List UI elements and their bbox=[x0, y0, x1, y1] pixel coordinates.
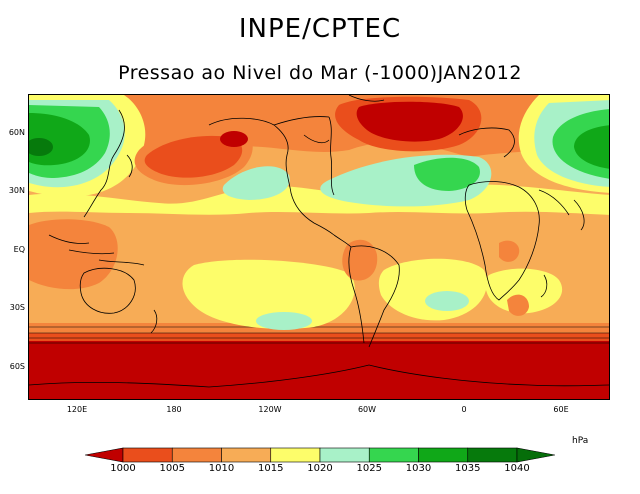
lat-label-60s: 60S bbox=[9, 362, 25, 371]
colorbar-label: 1005 bbox=[159, 463, 185, 474]
africa-low-2 bbox=[507, 294, 529, 316]
lat-label-30s: 30S bbox=[9, 303, 25, 312]
asia-right-1035 bbox=[574, 125, 609, 169]
colorbar-cell bbox=[221, 447, 272, 463]
colorbar-label: 1035 bbox=[455, 463, 481, 474]
lon-label-120w: 120W bbox=[258, 405, 282, 414]
lon-label-60e: 60E bbox=[553, 405, 569, 414]
lon-label-0: 0 bbox=[461, 405, 467, 414]
iceland-core bbox=[356, 101, 463, 142]
africa-low-1 bbox=[499, 240, 520, 262]
colorbar-label: 1020 bbox=[307, 463, 333, 474]
band-below-1000-south bbox=[29, 341, 609, 399]
colorbar-cell bbox=[319, 447, 370, 463]
band-1005-1010-south bbox=[29, 323, 609, 333]
colorbar-label: 1025 bbox=[356, 463, 382, 474]
sp-high-1025 bbox=[256, 312, 312, 330]
colorbar-cell bbox=[368, 447, 419, 463]
pressure-map bbox=[28, 94, 610, 400]
aleutian-1000 bbox=[144, 135, 243, 178]
colorbar-unit: hPa bbox=[572, 436, 589, 446]
siberia-1040 bbox=[29, 138, 53, 156]
colorbar-label: 1010 bbox=[208, 463, 235, 474]
sa-high-1025 bbox=[425, 291, 469, 311]
colorbar-label: 1030 bbox=[405, 463, 432, 474]
lon-label-120e: 120E bbox=[66, 405, 88, 414]
colorbar-cell bbox=[418, 447, 469, 463]
map-subtitle: Pressao ao Nivel do Mar (-1000)JAN2012 bbox=[118, 62, 522, 84]
colorbar-cell bbox=[171, 447, 222, 463]
coastlines bbox=[29, 95, 609, 388]
amazon-low bbox=[342, 239, 378, 281]
colorbar-cell bbox=[270, 447, 321, 463]
colorbar-label: 1015 bbox=[258, 463, 284, 474]
page-title: INPE/CPTEC bbox=[238, 14, 402, 44]
sp-high-1020 bbox=[182, 259, 355, 330]
australia-low-1005 bbox=[29, 219, 118, 290]
band-1000-1005-south bbox=[29, 333, 609, 341]
colorbar-cell-high bbox=[516, 447, 555, 463]
azores-1030 bbox=[414, 157, 480, 191]
io-high-1020 bbox=[484, 268, 563, 314]
southern-contours bbox=[29, 326, 609, 344]
colorbar bbox=[85, 447, 555, 463]
pressure-map-svg bbox=[29, 95, 609, 399]
colorbar-label: 1040 bbox=[504, 463, 530, 474]
colorbar-cell-low bbox=[85, 447, 124, 463]
aleutian-core bbox=[220, 131, 248, 147]
lon-label-60w: 60W bbox=[357, 405, 377, 414]
pacific-high-1025 bbox=[222, 166, 290, 200]
lat-label-60n: 60N bbox=[8, 128, 25, 137]
lat-label-eq: EQ bbox=[13, 245, 25, 254]
colorbar-cell bbox=[122, 447, 173, 463]
lon-label-180: 180 bbox=[166, 405, 182, 414]
colorbar-cell bbox=[467, 447, 518, 463]
lat-label-30n: 30N bbox=[8, 186, 25, 195]
colorbar-label: 1000 bbox=[110, 463, 136, 474]
